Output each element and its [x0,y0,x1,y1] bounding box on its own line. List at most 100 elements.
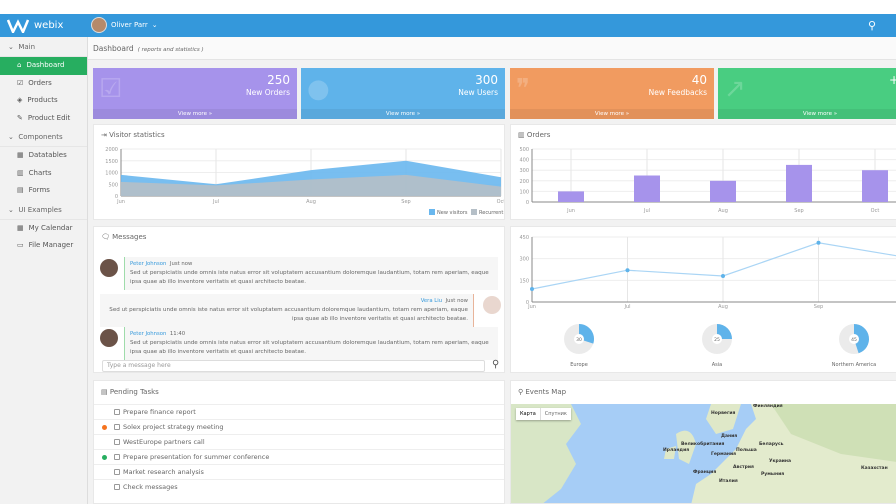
sidebar-item-my-calendar[interactable]: ▦ My Calendar [0,220,87,238]
bar-oct[interactable] [862,170,888,202]
task-checkbox[interactable] [114,439,120,445]
task-label: Prepare finance report [123,408,196,416]
map-label: Италия [719,479,738,484]
sidebar-item-products[interactable]: ◈ Products [0,92,87,110]
map-label: Польша [736,448,757,453]
x-tick-label: Aug [306,199,316,205]
map-label: Беларусь [759,442,784,447]
y-tick-label: 450 [519,235,529,241]
sign-in-icon: ⇥ [101,131,107,139]
sidebar-item-dashboard[interactable]: ⌂ Dashboard [0,57,87,75]
card-value: 250 [267,73,290,87]
map-label: Австрия [733,465,754,470]
legend-swatch [429,209,435,215]
line-point[interactable] [625,268,630,273]
stat-card[interactable]: ↗ + View more » [718,68,896,119]
bar-aug[interactable] [710,180,736,202]
x-tick-label: Jun [566,208,575,214]
task-item[interactable]: Check messages [94,479,504,494]
logo[interactable]: webix [7,18,63,33]
y-tick-label: 400 [519,158,529,164]
sidebar-item-datatables[interactable]: ▦ Datatables [0,147,87,165]
pie-value: 45 [851,337,857,343]
stat-card[interactable]: ❞ 40 New Feedbacks View more » [510,68,714,119]
task-item[interactable]: Solex project strategy meeting [94,419,504,434]
line-point[interactable] [530,287,534,291]
message-item: Peter Johnson Just now Sed ut perspiciati… [124,257,498,290]
sidebar-group[interactable]: ⌄ UI Examples [0,200,87,220]
legend-swatch [471,209,477,215]
sidebar-item-product-edit[interactable]: ✎ Product Edit [0,110,87,128]
sidebar-item-orders[interactable]: ☑ Orders [0,75,87,93]
view-more-link[interactable]: View more » [93,109,297,119]
bar-jun[interactable] [558,191,584,202]
task-label: Check messages [123,483,178,491]
webix-logo-icon [7,19,29,33]
line-point[interactable] [816,240,821,245]
sidebar-group[interactable]: ⌄ Components [0,127,87,147]
chevron-down-icon: ⌄ [8,205,14,214]
pie-slice-asia[interactable] [717,324,732,339]
send-search-icon[interactable]: ⚲ [492,359,500,370]
view-more-label: View more [594,111,624,117]
view-more-link[interactable]: View more » [510,109,714,119]
card-value: + [889,73,896,87]
bar-jul[interactable] [634,175,660,203]
message-author[interactable]: Vera Liu [420,298,443,304]
pie-slice-northern-america[interactable] [854,324,869,354]
pie-label: Asia [712,362,722,368]
chevron-down-icon: ⌄ [8,43,14,51]
sidebar-item-forms[interactable]: ▤ Forms [0,182,87,200]
legend-label[interactable]: Recurrent [479,210,503,216]
message-text: Sed ut perspiciatis unde omnis iste natu… [130,340,489,355]
message-input[interactable]: Type a message here [102,360,485,372]
panel-header: ⇥ Visitor statistics [94,125,504,145]
task-item[interactable]: Market research analysis [94,464,504,479]
y-tick-label: 100 [519,189,529,195]
search-icon[interactable]: ⚲ [867,19,876,32]
map-label: Великобритания [681,442,725,447]
view-more-link[interactable]: View more » [301,109,505,119]
task-item[interactable]: WestEurope partners call [94,434,504,449]
area-series-recurrent [121,174,501,196]
map-marker-icon: ⚲ [518,388,524,396]
message-author[interactable]: Peter Johnson [130,261,167,267]
sidebar-item-label: Products [27,96,58,104]
map-label: Франция [693,470,717,475]
map-tab-map[interactable]: Карта [520,411,536,417]
task-checkbox[interactable] [114,409,120,415]
stat-card[interactable]: ● 300 New Users View more » [301,68,505,119]
sidebar-item-charts[interactable]: ▥ Charts [0,165,87,183]
comments-icon: 🗨 [101,233,110,241]
panel-header: 🗨 Messages [94,227,504,247]
task-checkbox[interactable] [114,454,120,460]
task-checkbox[interactable] [114,484,120,490]
x-tick-label: Jul [623,304,630,310]
panel-header: ⚲ Events Map [511,381,896,404]
chevron-down-icon: ⌄ [151,21,158,29]
task-checkbox[interactable] [114,424,120,430]
tasks-icon: ▤ [101,388,108,396]
view-more-link[interactable]: View more » [718,109,896,119]
message-author[interactable]: Peter Johnson [130,331,167,337]
map[interactable]: Карта Спутник Финляндия Норвегия Дания Вели… [511,404,896,503]
map-tab-satellite[interactable]: Спутник [539,408,571,420]
sidebar-group[interactable]: ⌄ Main [0,37,87,57]
line-point[interactable] [721,274,725,278]
top-bar: webix Oliver Parr ⌄ ⚲ [0,14,896,37]
message-item: Vera Liu Just now Sed ut perspiciatis und… [100,294,474,327]
sidebar-item-file-manager[interactable]: ▭ File Manager [0,237,87,255]
task-checkbox[interactable] [114,469,120,475]
legend-label[interactable]: New visitors [437,210,468,216]
view-more-label: View more [385,111,415,117]
folder-icon: ▭ [17,241,24,249]
bar-chart-icon: ▥ [518,131,525,139]
x-tick-label: Jul [212,199,219,205]
bar-sep[interactable] [786,164,812,202]
user-menu[interactable]: Oliver Parr ⌄ [91,17,158,33]
table-icon: ▦ [17,151,24,159]
task-item[interactable]: Prepare presentation for summer conferen… [94,449,504,464]
avatar [483,296,501,314]
task-item[interactable]: Prepare finance report [94,404,504,419]
stat-card[interactable]: ☑ 250 New Orders View more » [93,68,297,119]
